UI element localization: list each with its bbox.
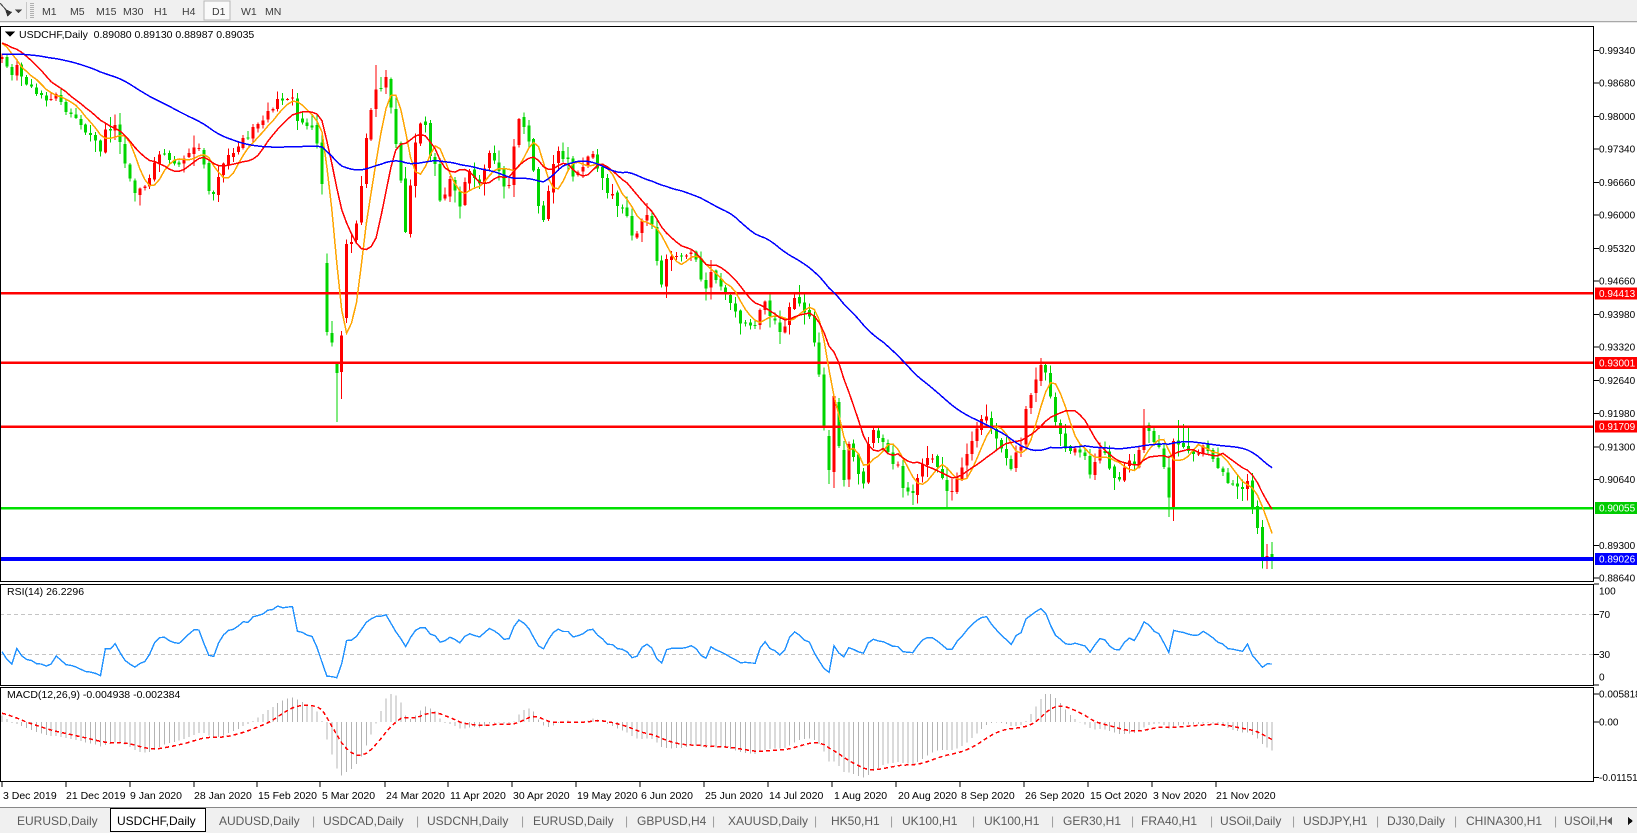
svg-text:|: |: [1131, 814, 1134, 828]
svg-text:|: |: [1051, 814, 1054, 828]
svg-text:20 Aug 2020: 20 Aug 2020: [898, 790, 957, 802]
svg-text:5 Mar 2020: 5 Mar 2020: [322, 790, 375, 802]
svg-text:UK100,H1: UK100,H1: [984, 814, 1040, 828]
svg-text:|: |: [416, 814, 419, 828]
svg-text:USDCHF,Daily: USDCHF,Daily: [117, 814, 196, 828]
svg-text:11 Apr 2020: 11 Apr 2020: [450, 790, 506, 802]
svg-text:USDCNH,Daily: USDCNH,Daily: [427, 814, 508, 828]
svg-text:W1: W1: [241, 6, 257, 18]
svg-text:0.00: 0.00: [1599, 718, 1619, 729]
svg-text:25 Jun 2020: 25 Jun 2020: [705, 790, 763, 802]
svg-text:RSI(14) 26.2296: RSI(14) 26.2296: [7, 586, 84, 598]
svg-text:0.91980: 0.91980: [1599, 409, 1636, 420]
svg-text:30 Apr 2020: 30 Apr 2020: [513, 790, 570, 802]
svg-text:M1: M1: [42, 6, 57, 18]
svg-text:70: 70: [1599, 610, 1611, 621]
svg-text:M15: M15: [96, 6, 117, 18]
svg-text:H1: H1: [154, 6, 168, 18]
svg-text:14 Jul 2020: 14 Jul 2020: [769, 790, 823, 802]
svg-text:XAUUSD,Daily: XAUUSD,Daily: [728, 814, 808, 828]
svg-text:FRA40,H1: FRA40,H1: [1141, 814, 1197, 828]
svg-text:0.96000: 0.96000: [1599, 211, 1636, 222]
svg-text:|: |: [712, 814, 715, 828]
svg-text:26 Sep 2020: 26 Sep 2020: [1025, 790, 1085, 802]
svg-text:|: |: [625, 814, 628, 828]
svg-text:0.89026: 0.89026: [1599, 554, 1636, 565]
svg-text:|: |: [972, 814, 975, 828]
svg-text:0.90055: 0.90055: [1599, 504, 1636, 515]
svg-text:0.96660: 0.96660: [1599, 178, 1636, 189]
svg-text:30: 30: [1599, 650, 1611, 661]
svg-text:|: |: [1554, 814, 1557, 828]
svg-text:0.97340: 0.97340: [1599, 145, 1636, 156]
svg-text:0.94413: 0.94413: [1599, 289, 1636, 300]
svg-text:UK100,H1: UK100,H1: [902, 814, 958, 828]
svg-text:0.94660: 0.94660: [1599, 277, 1636, 288]
svg-text:0.92640: 0.92640: [1599, 376, 1636, 387]
svg-text:0.95320: 0.95320: [1599, 244, 1636, 255]
svg-text:3 Dec 2019: 3 Dec 2019: [3, 790, 57, 802]
svg-text:|: |: [521, 814, 524, 828]
svg-text:24 Mar 2020: 24 Mar 2020: [386, 790, 445, 802]
svg-text:9 Jan 2020: 9 Jan 2020: [130, 790, 182, 802]
svg-text:HK50,H1: HK50,H1: [831, 814, 880, 828]
svg-text:D1: D1: [212, 6, 226, 18]
svg-text:0.91709: 0.91709: [1599, 422, 1636, 433]
svg-text:21 Dec 2019: 21 Dec 2019: [66, 790, 126, 802]
svg-text:21 Nov 2020: 21 Nov 2020: [1216, 790, 1276, 802]
svg-text:|: |: [1292, 814, 1295, 828]
svg-text:0.93980: 0.93980: [1599, 310, 1636, 321]
svg-text:USOil,Daily: USOil,Daily: [1220, 814, 1281, 828]
svg-text:USDCAD,Daily: USDCAD,Daily: [323, 814, 404, 828]
svg-text:USDJPY,H1: USDJPY,H1: [1303, 814, 1368, 828]
svg-text:0.98000: 0.98000: [1599, 112, 1636, 123]
svg-text:0.91300: 0.91300: [1599, 442, 1636, 453]
svg-text:AUDUSD,Daily: AUDUSD,Daily: [219, 814, 300, 828]
svg-text:H4: H4: [182, 6, 196, 18]
svg-text:EURUSD,Daily: EURUSD,Daily: [533, 814, 614, 828]
svg-text:M30: M30: [123, 6, 144, 18]
svg-text:0: 0: [1599, 673, 1605, 684]
svg-text:USDCHF,Daily 0.89080 0.89130: USDCHF,Daily 0.89080 0.89130 0.88987 0.8…: [19, 29, 254, 41]
svg-text:28 Jan 2020: 28 Jan 2020: [194, 790, 252, 802]
svg-text:0.89300: 0.89300: [1599, 541, 1636, 552]
svg-text:0.98680: 0.98680: [1599, 79, 1636, 90]
svg-text:0.93001: 0.93001: [1599, 358, 1636, 369]
svg-text:100: 100: [1599, 587, 1616, 598]
svg-text:|: |: [890, 814, 893, 828]
svg-text:M5: M5: [70, 6, 85, 18]
svg-text:|: |: [1376, 814, 1379, 828]
svg-text:EURUSD,Daily: EURUSD,Daily: [17, 814, 98, 828]
svg-text:8 Sep 2020: 8 Sep 2020: [961, 790, 1015, 802]
svg-text:0.93320: 0.93320: [1599, 343, 1636, 354]
svg-text:15 Oct 2020: 15 Oct 2020: [1090, 790, 1147, 802]
svg-text:6 Jun 2020: 6 Jun 2020: [641, 790, 693, 802]
svg-text:DJ30,Daily: DJ30,Daily: [1387, 814, 1445, 828]
svg-text:CHINA300,H1: CHINA300,H1: [1466, 814, 1542, 828]
svg-text:MN: MN: [265, 6, 281, 18]
svg-text:15 Feb 2020: 15 Feb 2020: [258, 790, 317, 802]
svg-text:19 May 2020: 19 May 2020: [577, 790, 638, 802]
svg-text:|: |: [312, 814, 315, 828]
svg-text:MACD(12,26,9) -0.004938 -0.002: MACD(12,26,9) -0.004938 -0.002384: [7, 689, 181, 701]
svg-text:0.88640: 0.88640: [1599, 573, 1636, 584]
svg-text:GBPUSD,H4: GBPUSD,H4: [637, 814, 707, 828]
svg-text:-0.011514: -0.011514: [1599, 773, 1637, 784]
svg-text:GER30,H1: GER30,H1: [1063, 814, 1121, 828]
svg-text:3 Nov 2020: 3 Nov 2020: [1153, 790, 1207, 802]
svg-text:0.005818: 0.005818: [1599, 689, 1637, 700]
svg-text:1 Aug 2020: 1 Aug 2020: [834, 790, 887, 802]
svg-text:0.99340: 0.99340: [1599, 46, 1636, 57]
svg-text:0.90640: 0.90640: [1599, 475, 1636, 486]
svg-text:|: |: [1210, 814, 1213, 828]
svg-text:|: |: [1454, 814, 1457, 828]
svg-text:|: |: [814, 814, 817, 828]
svg-text:USOil,H: USOil,H: [1564, 814, 1607, 828]
